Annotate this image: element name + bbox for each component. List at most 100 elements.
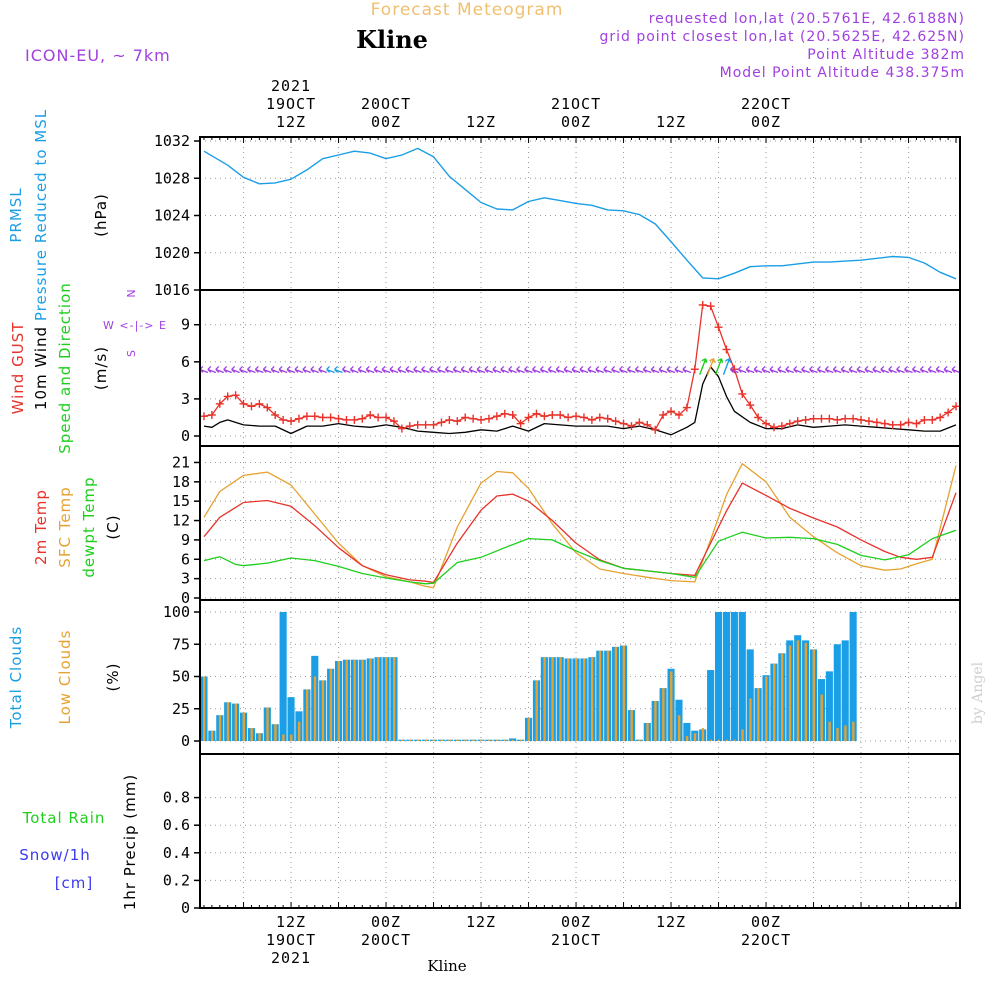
- low-cloud-bar: [210, 730, 214, 741]
- watermark: by Angel: [970, 661, 986, 724]
- total-cloud-bar: [841, 640, 849, 741]
- low-cloud-bar: [353, 659, 356, 741]
- wind-direction-arrow: [650, 366, 660, 374]
- wind-direction-arrow: [571, 366, 581, 374]
- total-cloud-bar: [279, 612, 287, 741]
- wind-direction-arrow: [611, 366, 620, 374]
- wind-direction-arrow: [832, 366, 842, 374]
- total-cloud-bar: [730, 612, 738, 741]
- pressure-ytick-label: 1028: [154, 169, 190, 187]
- wind-direction-arrow: [943, 366, 953, 374]
- precip-axis-label: 1hr Precip (mm): [121, 774, 139, 910]
- low-cloud-bar: [321, 680, 325, 741]
- bottom-time-label: 12Z: [656, 913, 686, 931]
- wind-direction-arrow: [864, 366, 874, 374]
- wind-direction-arrow: [785, 366, 795, 374]
- wind-direction-arrow: [563, 366, 573, 374]
- wind-direction-arrow: [579, 366, 589, 374]
- temp-axis-label: SFC Temp: [56, 486, 74, 567]
- wind-direction-arrow: [729, 366, 739, 374]
- low-cloud-bar: [638, 739, 641, 741]
- low-cloud-bar: [820, 694, 823, 741]
- wind-direction-arrow: [516, 366, 525, 374]
- station-title: Kline: [356, 25, 428, 54]
- low-cloud-bar: [598, 650, 602, 741]
- grid-point-location: grid point closest lon,lat (20.5625E, 42…: [599, 29, 965, 45]
- wind-direction-arrow: [816, 366, 826, 374]
- total-cloud-bar: [714, 612, 723, 741]
- temp-ytick-label: 12: [172, 512, 190, 530]
- low-cloud-bar: [464, 739, 467, 741]
- wind-direction-arrow: [666, 366, 676, 374]
- footer-station: Kline: [427, 957, 466, 975]
- low-cloud-bar: [725, 739, 728, 741]
- temp-axis-label: dewpt Temp: [80, 476, 98, 577]
- wind-direction-arrow: [500, 366, 510, 374]
- low-cloud-bar: [812, 649, 815, 741]
- low-cloud-bar: [693, 733, 697, 741]
- wind-direction-arrow: [508, 366, 517, 374]
- wind-direction-arrow: [444, 366, 454, 374]
- wind-direction-arrow: [919, 366, 929, 374]
- clouds-axis-label: (%): [104, 663, 122, 692]
- low-cloud-bar: [741, 729, 744, 741]
- top-time-label: 12Z: [656, 113, 686, 131]
- wind-direction-arrow: [927, 366, 937, 374]
- wind-direction-arrow: [294, 366, 304, 374]
- low-cloud-bar: [828, 721, 831, 741]
- wind-direction-arrow: [405, 366, 415, 374]
- top-time-label: 19OCT: [266, 95, 316, 113]
- low-cloud-bar: [749, 698, 752, 741]
- clouds-ytick-label: 0: [181, 732, 190, 750]
- low-cloud-bar: [203, 676, 206, 741]
- low-cloud-bar: [495, 739, 499, 741]
- top-time-label: 00Z: [751, 113, 781, 131]
- precip-ytick-label: 0.2: [163, 871, 190, 889]
- temp-ytick-label: 3: [181, 570, 190, 588]
- wind-direction-arrow: [809, 366, 818, 374]
- wind-direction-arrow: [714, 358, 724, 376]
- low-cloud-bar: [788, 645, 792, 741]
- pressure-ytick-label: 1016: [154, 281, 190, 299]
- low-cloud-bar: [527, 717, 530, 741]
- clouds-axis-label: Total Clouds: [7, 626, 25, 729]
- wind-rose-west-east: W <-|-> E: [103, 319, 167, 332]
- wind-direction-arrow: [468, 366, 478, 374]
- wind-direction-arrow: [896, 366, 905, 374]
- wind-direction-arrow: [642, 366, 652, 374]
- plot-frame: [199, 136, 961, 909]
- wind-direction-arrow: [658, 366, 668, 374]
- low-cloud-bar: [757, 688, 760, 741]
- wind-ytick-label: 9: [181, 316, 190, 334]
- wind-direction-arrow: [476, 366, 486, 374]
- wind-direction-arrow: [531, 366, 541, 374]
- temp-axis-label: (C): [104, 514, 122, 539]
- low-cloud-bar: [519, 739, 523, 741]
- precip-ytick-label: 0.4: [163, 844, 190, 862]
- low-cloud-bar: [622, 645, 625, 741]
- low-cloud-bar: [393, 657, 396, 741]
- wind-direction-arrow: [239, 366, 248, 374]
- wind-direction-arrow: [888, 366, 897, 374]
- wind-direction-arrow: [207, 366, 217, 374]
- low-cloud-bar: [448, 739, 451, 741]
- low-cloud-bar: [590, 657, 594, 741]
- low-cloud-bar: [361, 659, 364, 741]
- low-cloud-bar: [646, 722, 649, 741]
- wind-direction-arrow: [745, 366, 755, 374]
- low-cloud-bar: [226, 702, 230, 741]
- low-cloud-bar: [654, 701, 657, 741]
- wind-direction-arrow: [737, 366, 747, 374]
- wind-direction-arrow: [231, 366, 240, 374]
- precip-legend-rain: Total Rain: [22, 809, 106, 827]
- low-cloud-bar: [424, 739, 428, 741]
- wind-axis-label: Speed and Direction: [56, 282, 74, 454]
- low-cloud-bar: [282, 734, 285, 741]
- low-cloud-bar: [329, 668, 333, 741]
- pressure-axis-label: Pressure Reduced to MSL: [32, 109, 50, 321]
- bottom-time-label: 21OCT: [551, 931, 601, 949]
- low-cloud-bar: [472, 739, 475, 741]
- bottom-time-label: 19OCT: [266, 931, 316, 949]
- bottom-time-label: 20OCT: [361, 931, 411, 949]
